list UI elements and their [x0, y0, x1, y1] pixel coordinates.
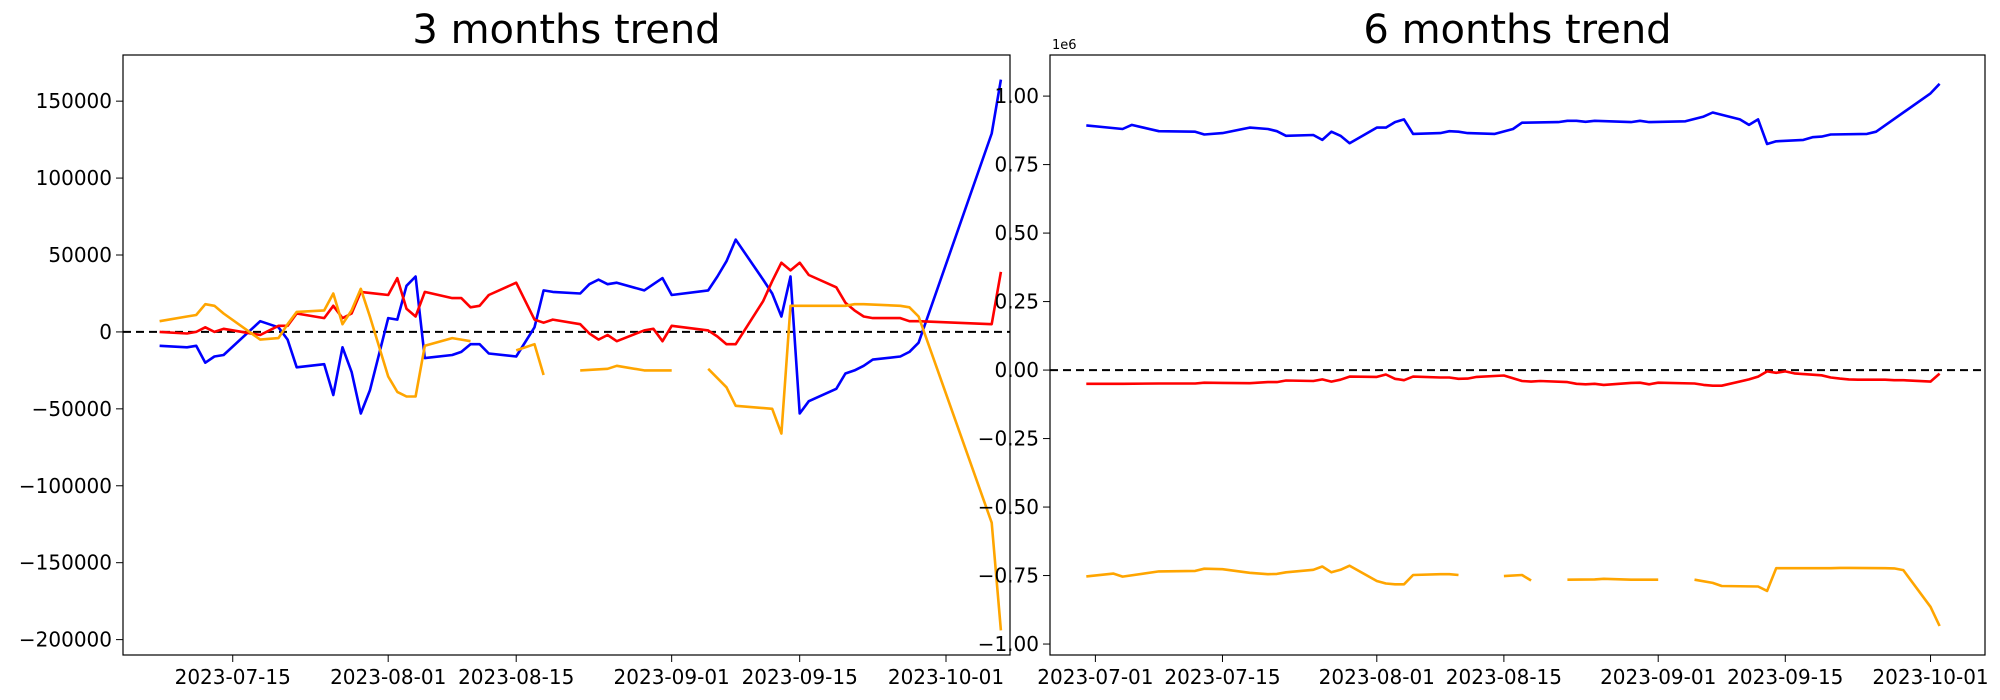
- y-tick-label: −200000: [19, 628, 112, 652]
- y-tick-label: −0.50: [978, 495, 1039, 519]
- y-tick-label: −50000: [32, 397, 112, 421]
- y-offset-label: 1e6: [1052, 38, 1077, 53]
- x-tick-label: 2023-08-01: [330, 665, 446, 689]
- x-tick-label: 2023-08-15: [458, 665, 574, 689]
- x-tick-label: 2023-08-01: [1319, 665, 1435, 689]
- chart-title: 6 months trend: [1363, 7, 1671, 53]
- x-tick-label: 2023-09-01: [614, 665, 730, 689]
- chart-title: 3 months trend: [412, 7, 720, 53]
- series-line-3: [159, 287, 1003, 631]
- x-tick-label: 2023-07-15: [1164, 665, 1280, 689]
- y-tick-label: 0.75: [994, 153, 1039, 177]
- x-tick-label: 2023-10-01: [888, 665, 1004, 689]
- y-tick-label: 0.50: [994, 221, 1039, 245]
- x-tick-label: 2023-09-15: [1727, 665, 1843, 689]
- y-tick-label: −0.75: [978, 564, 1039, 588]
- y-tick-label: 50000: [48, 243, 112, 267]
- y-tick-label: 100000: [36, 166, 112, 190]
- series-line-2: [159, 261, 1003, 346]
- y-tick-label: −100000: [19, 474, 112, 498]
- y-tick-label: 0: [99, 320, 112, 344]
- plot-frame: [122, 54, 1011, 656]
- y-tick-label: 0.00: [994, 358, 1039, 382]
- x-tick-label: 2023-07-01: [1037, 665, 1153, 689]
- plot-frame: [1049, 54, 1986, 656]
- x-tick-label: 2023-10-01: [1872, 665, 1988, 689]
- chart-panel-1: 3 months trend −200000 −150000 −100000 −5000…: [19, 7, 1011, 689]
- x-tick-label: 2023-07-15: [175, 665, 291, 689]
- x-tick-label: 2023-08-15: [1446, 665, 1562, 689]
- x-tick-label: 2023-09-15: [742, 665, 858, 689]
- y-tick-label: −0.25: [978, 427, 1039, 451]
- y-tick-label: 150000: [36, 89, 112, 113]
- chart-panel-2: 6 months trend 1e6 −1.00 −0.75 −0.50 −0.25 0.0…: [978, 7, 1989, 689]
- y-tick-label: 0.25: [994, 290, 1039, 314]
- y-tick-label: 1.00: [994, 84, 1039, 108]
- series-line-2: [1086, 370, 1941, 387]
- series-line-1: [159, 79, 1003, 415]
- y-tick-label: −1.00: [978, 632, 1039, 656]
- x-tick-label: 2023-09-01: [1600, 665, 1716, 689]
- series-line-1: [1086, 82, 1941, 146]
- series-line-3: [1086, 564, 1941, 627]
- y-tick-label: −150000: [19, 551, 112, 575]
